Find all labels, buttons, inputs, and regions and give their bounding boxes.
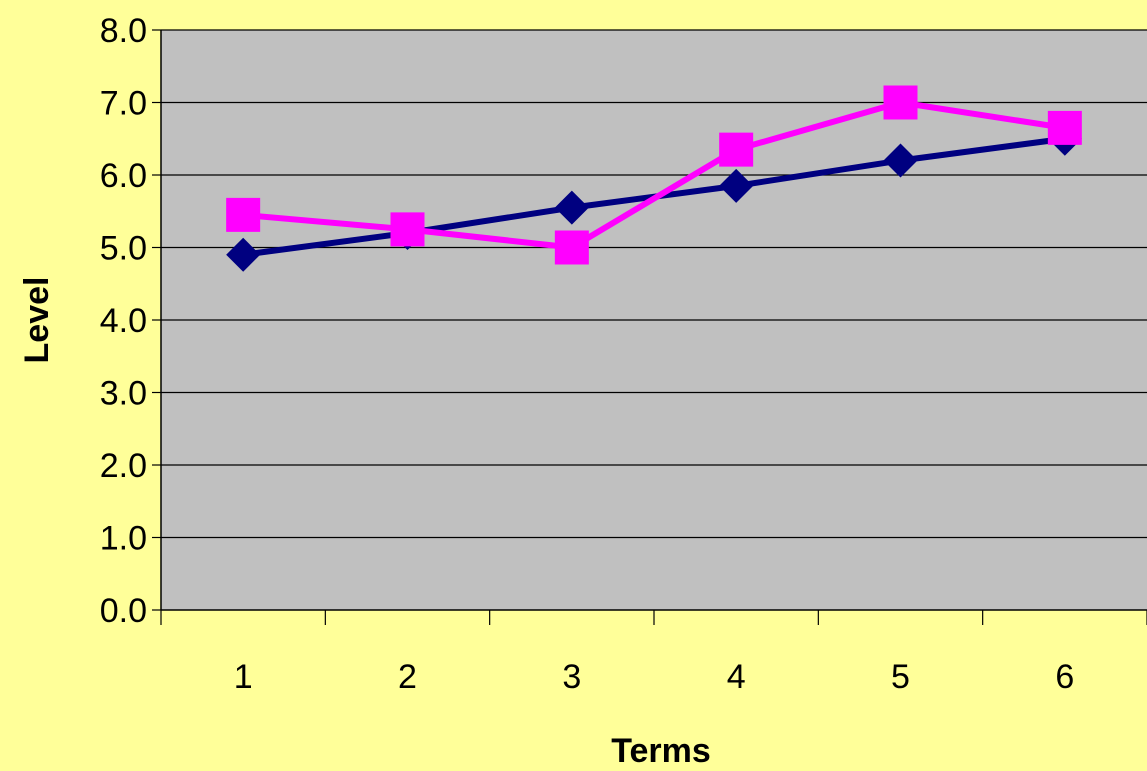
data-point-square <box>226 197 261 232</box>
series-2 <box>226 85 1082 265</box>
data-point-square <box>719 132 754 167</box>
y-tick-label: 5.0 <box>100 230 147 268</box>
y-tick-label: 8.0 <box>100 12 147 50</box>
y-axis-title: Level <box>18 277 56 364</box>
data-point-square <box>1047 110 1082 145</box>
x-tick-label: 2 <box>398 658 417 696</box>
data-point-square <box>883 85 918 120</box>
data-point-diamond <box>554 190 589 225</box>
x-tick-label: 4 <box>727 658 746 696</box>
data-point-square <box>554 230 589 265</box>
data-point-diamond <box>226 237 261 272</box>
y-tick-label: 7.0 <box>100 85 147 123</box>
y-tick-label: 4.0 <box>100 302 147 340</box>
x-tick-label: 3 <box>562 658 581 696</box>
y-tick-labels: 0.0 1.0 2.0 3.0 4.0 5.0 6.0 7.0 8.0 <box>100 12 147 630</box>
y-tick-label: 0.0 <box>100 592 147 630</box>
y-tick-label: 3.0 <box>100 375 147 413</box>
data-point-diamond <box>883 143 918 178</box>
x-tick-label: 5 <box>891 658 910 696</box>
x-tick-label: 1 <box>234 658 253 696</box>
x-tick-label: 6 <box>1055 658 1074 696</box>
gridlines <box>161 29 1147 539</box>
y-tick-label: 6.0 <box>100 157 147 195</box>
series-line <box>242 99 1066 251</box>
x-axis-title: Terms <box>611 732 711 770</box>
data-point-square <box>390 212 425 247</box>
y-tick-label: 2.0 <box>100 447 147 485</box>
x-tick-labels: 1 2 3 4 5 6 <box>234 658 1075 696</box>
data-point-diamond <box>719 168 754 203</box>
axes <box>152 29 1147 625</box>
y-tick-label: 1.0 <box>100 520 147 558</box>
series <box>226 85 1082 272</box>
